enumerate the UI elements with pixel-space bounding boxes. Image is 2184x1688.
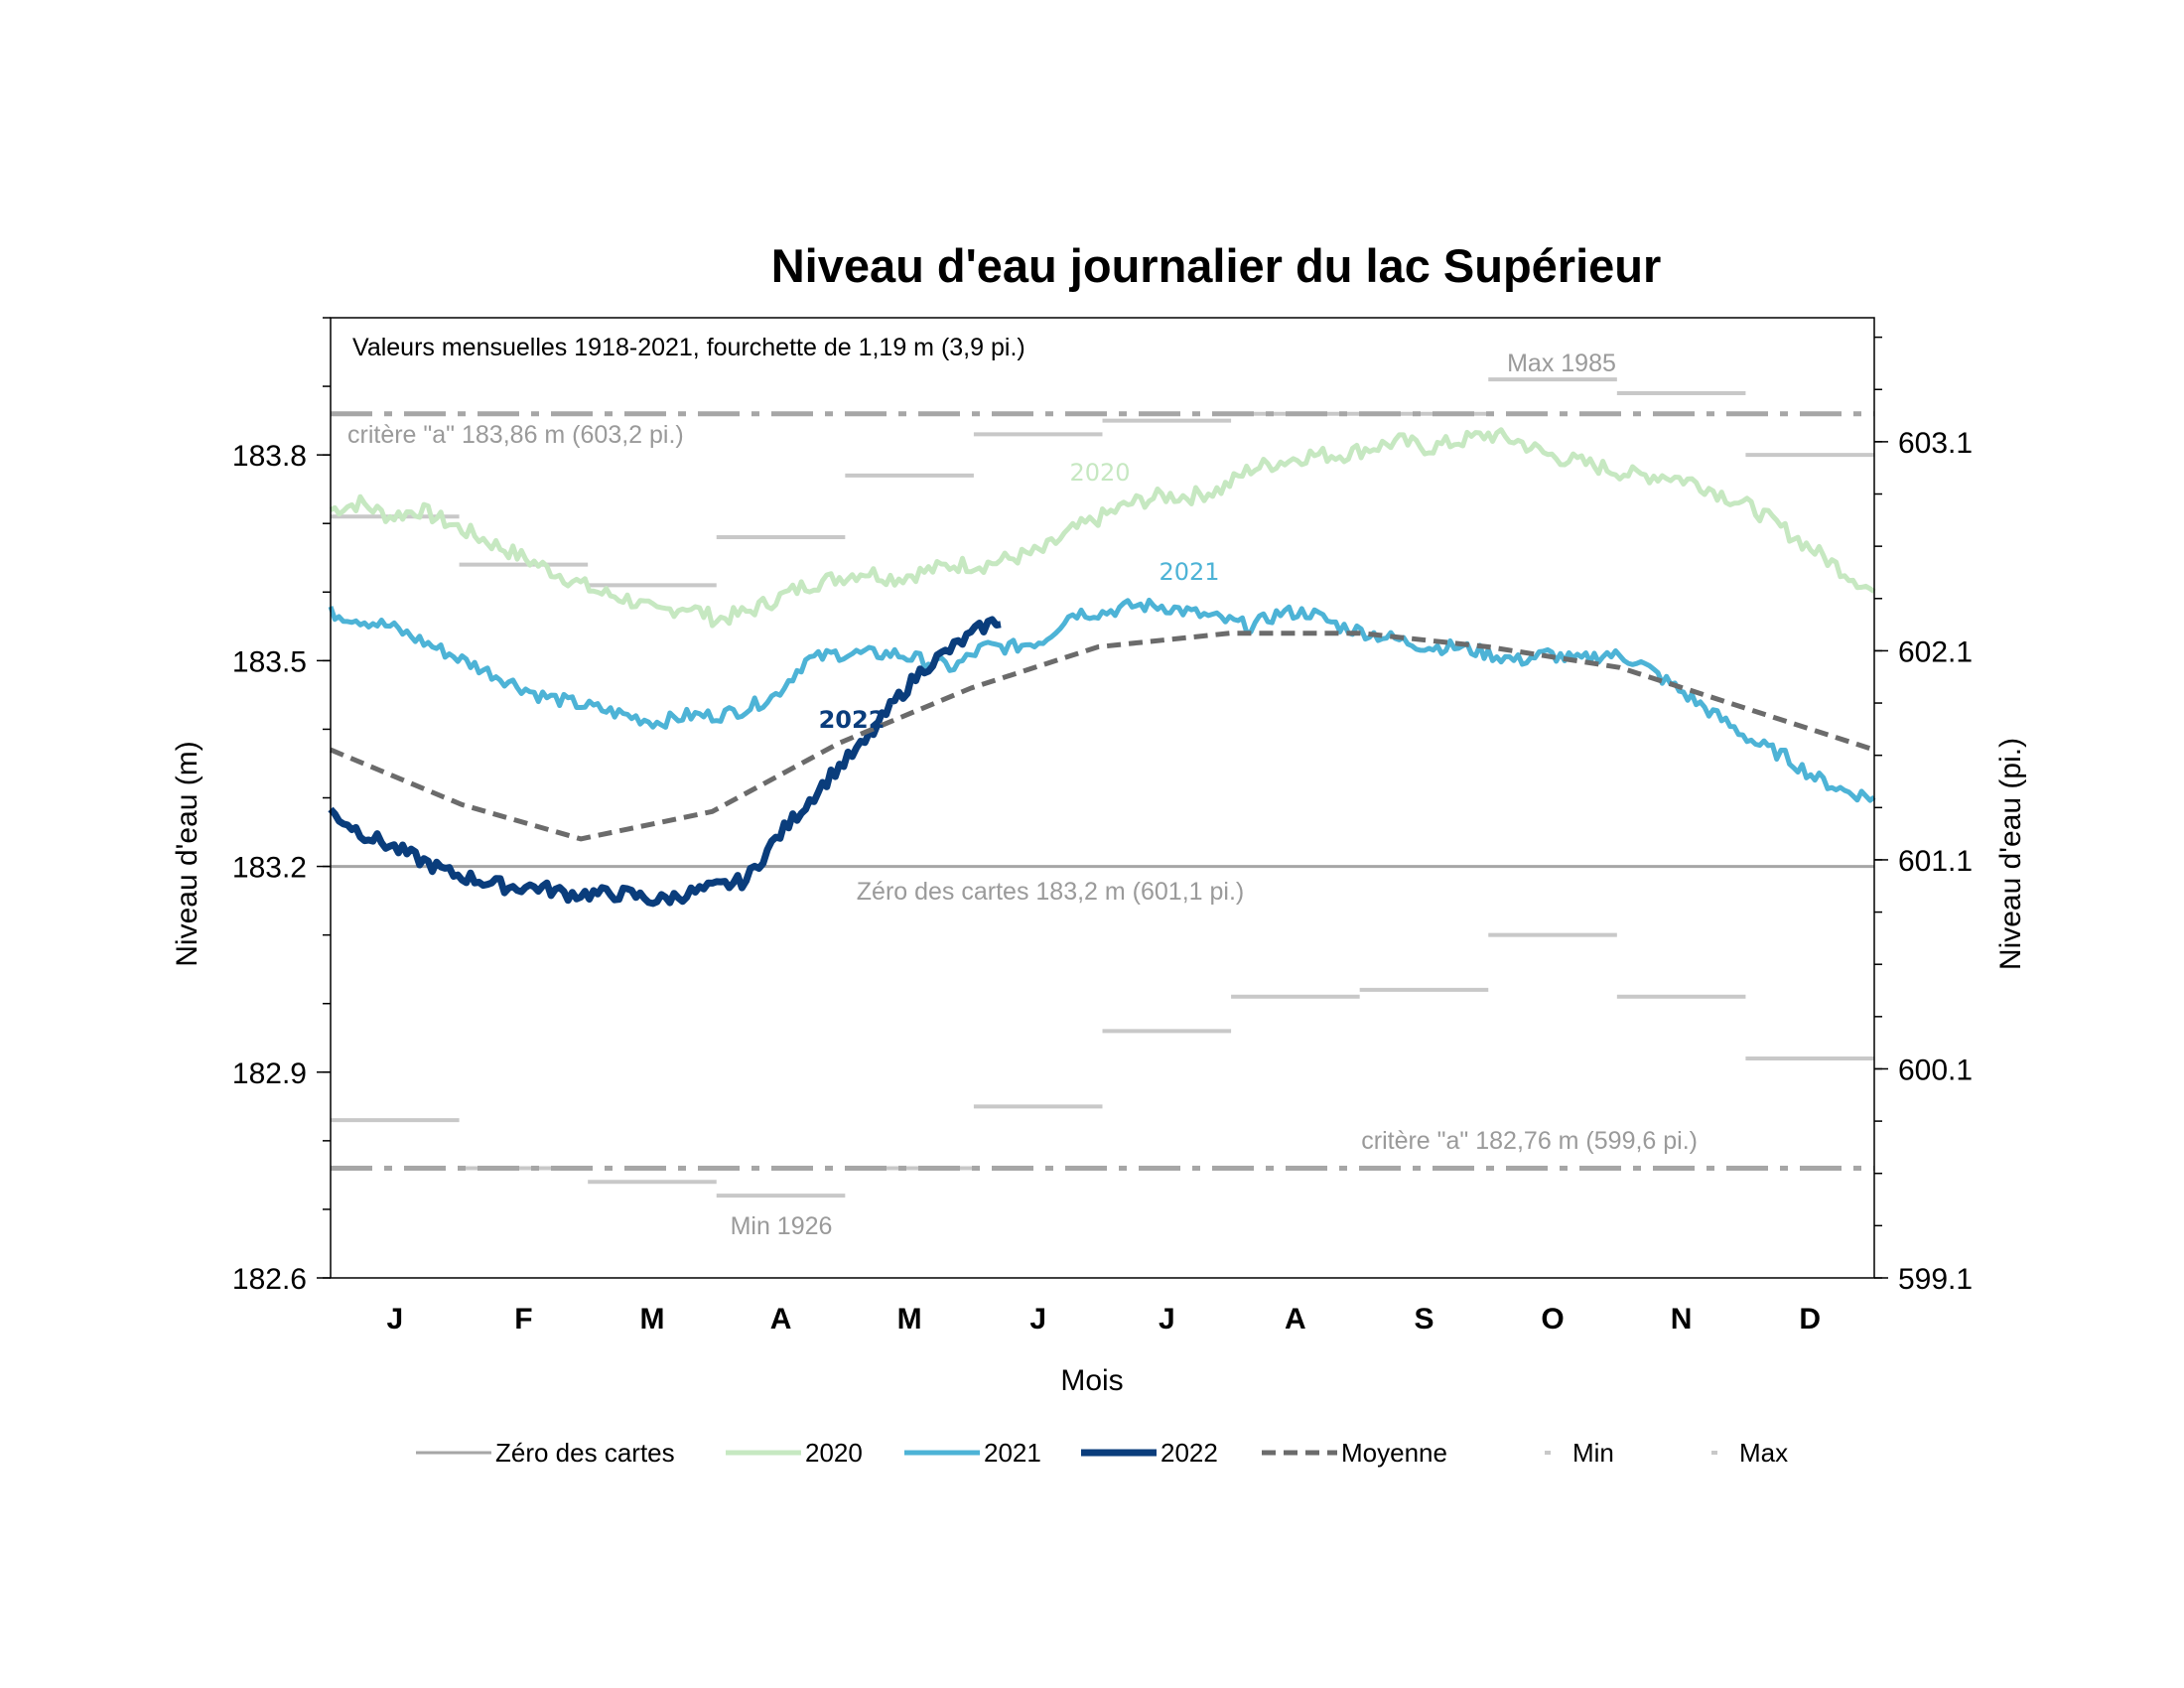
y-left-tick-label: 183.2 — [232, 852, 307, 885]
series-2022-label: 2022 — [819, 706, 886, 734]
series-2021-line — [328, 597, 1876, 803]
series-2020-line — [329, 427, 1876, 629]
series-moyenne-line — [330, 631, 1875, 842]
y-right-tick-label: 601.1 — [1898, 845, 1973, 878]
legend-label: Moyenne — [1341, 1438, 1447, 1468]
y-right-axis-title: Niveau d'eau (pi.) — [1994, 738, 2027, 970]
y-right-tick-label: 600.1 — [1898, 1054, 1973, 1086]
x-month-label: J — [1029, 1303, 1046, 1336]
axes-group: 183.8 183.5 183.2 182.9 182.6 603.1 602.1 601.1… — [171, 317, 2027, 1397]
criterion-high-label: critère "a" 183,86 m (603,2 pi.) — [347, 421, 684, 449]
y-right-tick-label: 599.1 — [1898, 1263, 1973, 1296]
series-group — [328, 427, 1876, 908]
legend-label: 2020 — [805, 1438, 863, 1468]
x-month-label: S — [1414, 1303, 1433, 1336]
series-2021-label: 2021 — [1159, 558, 1219, 586]
annotations-group: Valeurs mensuelles 1918-2021, fourchette… — [347, 334, 1698, 1240]
y-right-tick-label: 602.1 — [1898, 635, 1973, 668]
chart-title: Niveau d'eau journalier du lac Supérieur — [770, 239, 1662, 292]
x-month-label: M — [639, 1303, 664, 1336]
x-month-label: N — [1671, 1303, 1693, 1336]
min-annotation: Min 1926 — [731, 1212, 833, 1240]
series-2022-line — [328, 616, 1002, 908]
y-left-tick-label: 182.6 — [232, 1263, 307, 1296]
legend-label: Zéro des cartes — [495, 1438, 675, 1468]
y-left-axis-title: Niveau d'eau (m) — [171, 741, 204, 967]
series-2020-label: 2020 — [1069, 459, 1130, 487]
chart-datum-label: Zéro des cartes 183,2 m (601,1 pi.) — [857, 878, 1244, 906]
legend-label: Max — [1739, 1438, 1788, 1468]
max-annotation: Max 1985 — [1507, 350, 1616, 377]
criterion-low-label: critère "a" 182,76 m (599,6 pi.) — [1361, 1127, 1698, 1155]
min-max-bands — [331, 377, 1874, 1198]
legend-label: 2022 — [1160, 1438, 1218, 1468]
x-month-label: A — [1285, 1303, 1306, 1336]
y-right-tick-label: 603.1 — [1898, 427, 1973, 460]
x-month-label: J — [1159, 1303, 1175, 1336]
x-month-label: D — [1799, 1303, 1821, 1336]
y-left-tick-label: 182.9 — [232, 1057, 307, 1090]
x-month-label: A — [770, 1303, 792, 1336]
x-month-label: M — [897, 1303, 922, 1336]
reference-lines — [331, 411, 1874, 1171]
x-month-label: F — [514, 1303, 532, 1336]
y-left-tick-label: 183.5 — [232, 645, 307, 678]
legend: Zéro des cartes 2020 2021 2022 Moyenne Min Max — [416, 1438, 1788, 1468]
x-axis-title: Mois — [1060, 1364, 1123, 1397]
legend-label: 2021 — [984, 1438, 1041, 1468]
x-month-label: O — [1541, 1303, 1564, 1336]
y-left-tick-label: 183.8 — [232, 440, 307, 473]
legend-label: Min — [1572, 1438, 1614, 1468]
x-month-label: J — [386, 1303, 403, 1336]
chart-subtitle: Valeurs mensuelles 1918-2021, fourchette… — [352, 334, 1025, 361]
